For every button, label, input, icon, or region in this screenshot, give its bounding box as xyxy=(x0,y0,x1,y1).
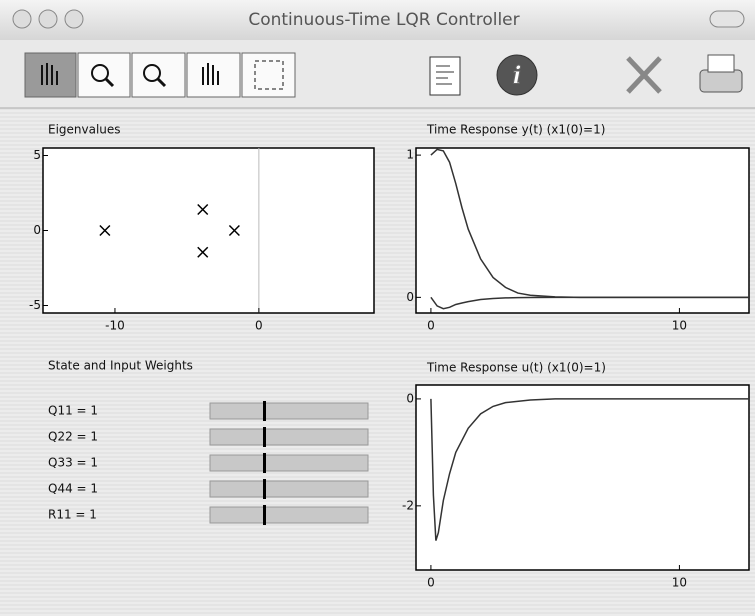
weight-slider[interactable] xyxy=(209,506,369,524)
print-icon-paper xyxy=(707,54,735,73)
x-tick-label: 0 xyxy=(255,319,263,333)
slider-thumb xyxy=(263,453,266,473)
weight-slider[interactable] xyxy=(209,428,369,446)
y-tick-label: 0 xyxy=(406,290,414,304)
eigenvalue-marker xyxy=(197,246,209,258)
slider-thumb xyxy=(263,401,266,421)
x-tick-label: 0 xyxy=(427,319,435,333)
tools-button[interactable] xyxy=(626,56,662,94)
y-tick-label: 0 xyxy=(33,223,41,237)
zoom-tool[interactable] xyxy=(77,52,131,98)
zoom-xy-icon xyxy=(143,64,161,82)
title-bar xyxy=(0,0,755,40)
slider-thumb xyxy=(263,427,266,447)
plot-area xyxy=(415,384,750,571)
report-icon-lines xyxy=(436,65,454,85)
weight-slider[interactable] xyxy=(209,480,369,498)
plot-area xyxy=(42,147,375,314)
eigenvalue-marker xyxy=(197,203,209,216)
zoom-icon-handle xyxy=(104,77,115,88)
zoom-icon xyxy=(91,64,109,82)
pan-icon xyxy=(41,63,58,85)
toolbar-toggle[interactable] xyxy=(709,10,745,28)
weights-title: State and Input Weights xyxy=(48,359,193,373)
chart-title: Time Response u(t) (x1(0)=1) xyxy=(426,361,606,375)
select-region-icon xyxy=(254,60,284,90)
eigenvalue-marker xyxy=(228,224,240,237)
x-tick-label: 10 xyxy=(672,319,687,333)
weight-label: R11 = 1 xyxy=(48,508,97,522)
x-tick-label: 10 xyxy=(672,576,687,590)
x-tick-label: 0 xyxy=(427,576,435,590)
zoom-xy-icon-handle xyxy=(156,77,167,88)
close-button[interactable] xyxy=(12,9,32,29)
zoom-button[interactable] xyxy=(64,9,84,29)
x-tick-label: -10 xyxy=(105,319,125,333)
slider-thumb xyxy=(263,479,266,499)
y-tick-label: 1 xyxy=(406,148,414,162)
chart-title: Eigenvalues xyxy=(48,123,121,137)
minimize-button[interactable] xyxy=(38,9,58,29)
response-line xyxy=(430,296,749,310)
weight-slider[interactable] xyxy=(209,402,369,420)
response-line xyxy=(430,398,749,541)
window-buttons[interactable] xyxy=(12,9,745,29)
weight-label: Q44 = 1 xyxy=(48,482,98,496)
print-button[interactable] xyxy=(699,69,743,93)
y-tick-label: 0 xyxy=(406,391,414,405)
info-button[interactable] xyxy=(496,54,538,96)
chart-title: Time Response y(t) (x1(0)=1) xyxy=(426,123,605,137)
weight-slider[interactable] xyxy=(209,454,369,472)
weight-label: Q11 = 1 xyxy=(48,404,98,418)
window-title: Continuous-Time LQR Controller xyxy=(248,10,519,30)
eigenvalue-marker xyxy=(99,224,111,237)
report-button[interactable] xyxy=(429,56,461,96)
slider-thumb xyxy=(263,505,266,525)
pan-select-tool[interactable] xyxy=(24,52,77,98)
plot-area xyxy=(415,147,750,314)
y-tick-label: -2 xyxy=(402,498,414,512)
info-icon: i xyxy=(512,61,521,90)
zoom-xy-tool[interactable] xyxy=(131,52,186,98)
weight-label: Q33 = 1 xyxy=(48,456,98,470)
y-tick-label: -5 xyxy=(29,298,41,312)
hand-icon xyxy=(202,63,219,85)
tool-buttons: i xyxy=(24,52,743,98)
select-region-tool[interactable] xyxy=(241,52,296,98)
weight-label: Q22 = 1 xyxy=(48,430,98,444)
y-tick-label: 5 xyxy=(33,148,41,162)
